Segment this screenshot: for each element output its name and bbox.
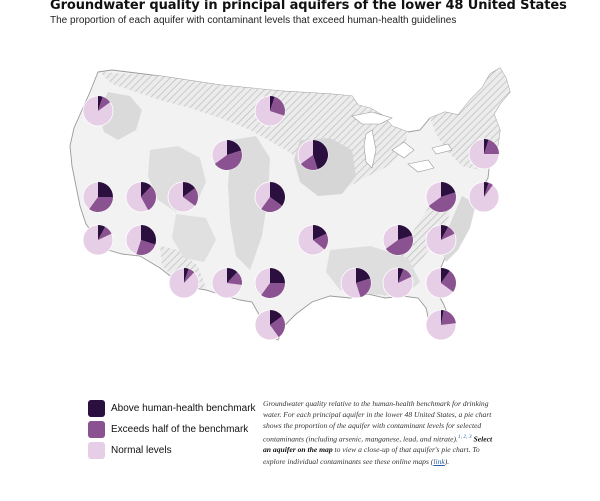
aquifer-pie-14[interactable]	[297, 224, 329, 256]
caption-ref-3[interactable]: 3	[468, 433, 472, 440]
aquifer-pie-5[interactable]	[468, 138, 500, 170]
pie-slice-exceeds-half[interactable]	[385, 235, 414, 256]
online-maps-link[interactable]: link	[433, 456, 445, 466]
aquifer-pie-24[interactable]	[425, 309, 457, 341]
pie-slice-exceeds-half[interactable]	[313, 233, 328, 250]
caption-text-1: Groundwater quality relative to the huma…	[263, 399, 492, 444]
great-lakes	[351, 111, 453, 173]
legend-label-above: Above human-health benchmark	[111, 403, 256, 414]
pie-slice-exceeds-half[interactable]	[441, 226, 455, 240]
pie-slice-exceeds-half[interactable]	[484, 139, 499, 154]
aquifer-pie-4[interactable]	[297, 139, 329, 171]
pie-slice-exceeds-half[interactable]	[98, 226, 112, 240]
pie-slice-exceeds-half[interactable]	[214, 150, 243, 171]
aquifer-pie-2[interactable]	[254, 95, 286, 127]
legend-item-above: Above human-health benchmark	[88, 398, 256, 419]
aquifer-pie-8[interactable]	[167, 181, 199, 213]
legend: Above human-health benchmark Exceeds hal…	[88, 398, 256, 461]
pie-slice-exceeds-half[interactable]	[184, 268, 195, 283]
pie-slice-above[interactable]	[98, 95, 103, 111]
caption-instruction: Select an aquifer on the map	[263, 434, 493, 455]
aquifer-pie-17[interactable]	[168, 267, 200, 299]
aquifer-pie-20[interactable]	[340, 267, 372, 299]
map-caption: Groundwater quality relative to the huma…	[263, 399, 493, 466]
pie-slice-above[interactable]	[270, 268, 285, 283]
pie-slice-above[interactable]	[141, 225, 157, 245]
pie-slice-above[interactable]	[441, 310, 444, 325]
pie-slice-exceeds-half[interactable]	[227, 272, 242, 285]
aquifer-region-colorado	[172, 214, 216, 262]
pie-slice-above[interactable]	[484, 138, 489, 154]
legend-label-normal: Normal levels	[111, 445, 172, 456]
pie-slice-exceeds-half[interactable]	[441, 310, 456, 325]
aquifer-pie-12[interactable]	[82, 224, 114, 256]
legend-item-exceeds-half: Exceeds half of the benchmark	[88, 419, 256, 440]
pie-slice-above[interactable]	[270, 310, 283, 325]
aquifer-pie-15[interactable]	[382, 224, 414, 256]
legend-item-normal: Normal levels	[88, 440, 256, 461]
pie-slice-exceeds-half[interactable]	[261, 197, 283, 213]
aquifer-pie-7[interactable]	[125, 181, 157, 213]
aquifer-pie-11[interactable]	[468, 181, 500, 213]
aquifer-pie-13[interactable]	[125, 224, 157, 256]
pie-slice-above[interactable]	[98, 225, 106, 240]
legend-label-exceeds-half: Exceeds half of the benchmark	[111, 424, 249, 435]
aquifer-pie-3[interactable]	[211, 139, 243, 171]
pie-slice-exceeds-half[interactable]	[136, 240, 156, 256]
pie-slice-above[interactable]	[270, 182, 286, 206]
legend-swatch-above	[88, 400, 105, 417]
aquifer-pie-6[interactable]	[82, 181, 114, 213]
aquifer-pie-1[interactable]	[82, 95, 114, 127]
pie-slice-exceeds-half[interactable]	[300, 155, 318, 171]
pie-slice-exceeds-half[interactable]	[261, 283, 285, 299]
pie-slice-exceeds-half[interactable]	[428, 192, 457, 213]
pie-slice-above[interactable]	[441, 225, 449, 240]
page-title: Groundwater quality in principal aquifer…	[50, 0, 567, 13]
aquifer-pie-18[interactable]	[211, 267, 243, 299]
pie-slice-exceeds-half[interactable]	[98, 96, 111, 111]
caption-text-2: to view a close-up of that aquifer's pie…	[263, 445, 480, 466]
pie-slice-above[interactable]	[313, 225, 327, 240]
pie-slice-exceeds-half[interactable]	[270, 96, 286, 116]
aquifer-pie-16[interactable]	[425, 224, 457, 256]
aquifer-pie-group	[82, 95, 500, 341]
legend-swatch-exceeds-half	[88, 421, 105, 438]
page-subtitle: The proportion of each aquifer with cont…	[50, 15, 457, 26]
aquifer-pie-19[interactable]	[254, 267, 286, 299]
legend-swatch-normal	[88, 442, 105, 459]
pie-slice-exceeds-half[interactable]	[484, 182, 493, 197]
aquifer-pie-9[interactable]	[254, 181, 286, 213]
pie-slice-above[interactable]	[227, 268, 238, 283]
pie-slice-above[interactable]	[398, 225, 413, 240]
pie-slice-above[interactable]	[484, 181, 489, 197]
pie-slice-above[interactable]	[313, 139, 329, 170]
aquifer-pie-23[interactable]	[254, 309, 286, 341]
pie-slice-above[interactable]	[98, 182, 113, 197]
aquifer-pie-10[interactable]	[425, 181, 457, 213]
pie-slice-exceeds-half[interactable]	[270, 316, 286, 338]
pie-slice-above[interactable]	[227, 140, 242, 155]
pie-slice-above[interactable]	[184, 268, 189, 283]
pie-slice-above[interactable]	[183, 182, 196, 197]
pie-slice-above[interactable]	[270, 95, 275, 111]
pie-slice-above[interactable]	[398, 268, 404, 283]
aquifer-region-plains	[228, 136, 270, 270]
pie-slice-exceeds-half[interactable]	[398, 269, 412, 283]
caption-ref-1[interactable]: 1	[457, 433, 461, 440]
aquifer-pie-21[interactable]	[382, 267, 414, 299]
pie-slice-above[interactable]	[356, 268, 371, 283]
pie-slice-above[interactable]	[441, 267, 450, 283]
pie-slice-above[interactable]	[141, 182, 152, 197]
pie-slice-exceeds-half[interactable]	[356, 278, 372, 298]
caption-ref-2[interactable]: 2	[463, 433, 467, 440]
pie-slice-exceeds-half[interactable]	[183, 188, 199, 206]
pie-slice-exceeds-half[interactable]	[141, 186, 156, 211]
pie-slice-exceeds-half[interactable]	[441, 270, 457, 292]
aquifer-pie-22[interactable]	[425, 267, 457, 299]
pie-slice-above[interactable]	[441, 182, 456, 197]
caption-tail: ).	[444, 456, 450, 466]
pie-slice-exceeds-half[interactable]	[89, 197, 113, 213]
